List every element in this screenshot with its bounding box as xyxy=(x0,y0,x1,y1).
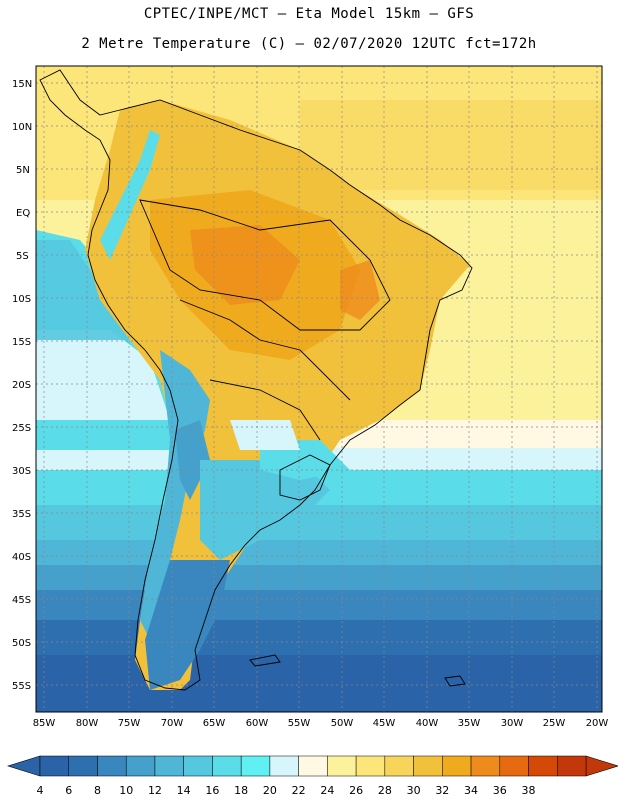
colorbar-swatch xyxy=(327,755,357,777)
lon-label: 25W xyxy=(543,718,566,729)
colorbar-swatch xyxy=(557,755,587,777)
colorbar-swatch xyxy=(68,755,98,777)
colorbar-swatch xyxy=(499,755,529,777)
lon-label: 70W xyxy=(161,718,184,729)
longitude-labels: 85W 80W 75W 70W 65W 60W 55W 50W 45W 40W … xyxy=(33,718,609,729)
colorbar-label: 32 xyxy=(435,784,449,797)
latitude-labels: 15N 10N 5N EQ 5S 10S 15S 20S 25S 30S 35S… xyxy=(12,79,32,692)
colorbar-label: 6 xyxy=(65,784,72,797)
colorbar-swatch xyxy=(298,755,328,777)
lon-label: 40W xyxy=(416,718,439,729)
lon-label: 35W xyxy=(458,718,481,729)
lon-label: 50W xyxy=(331,718,354,729)
colorbar-label: 8 xyxy=(94,784,101,797)
lat-label: 45S xyxy=(12,595,31,606)
colorbar-swatch xyxy=(384,755,414,777)
temperature-field xyxy=(36,66,602,712)
lat-label: 15S xyxy=(12,337,31,348)
colorbar-label: 16 xyxy=(205,784,219,797)
colorbar-label: 36 xyxy=(493,784,507,797)
coastlines xyxy=(39,69,473,691)
colorbar-label: 18 xyxy=(234,784,248,797)
lat-label: 10N xyxy=(12,122,32,133)
colorbar: 4 6 8 10 12 14 16 18 20 22 24 26 28 30 32 34 36 38 xyxy=(6,755,618,797)
colorbar-swatch xyxy=(470,755,501,777)
lat-label: 15N xyxy=(12,79,32,90)
map-frame xyxy=(35,65,603,713)
colorbar-swatch xyxy=(212,755,242,777)
colorbar-swatch xyxy=(442,755,472,777)
lon-label: 55W xyxy=(288,718,311,729)
colorbar-label: 30 xyxy=(407,784,421,797)
colorbar-swatch xyxy=(413,755,443,777)
lat-label: 5S xyxy=(16,251,29,262)
lat-label: 55S xyxy=(12,681,31,692)
lat-label: 50S xyxy=(12,638,31,649)
colorbar-swatch xyxy=(269,755,299,777)
lat-label: 30S xyxy=(12,466,31,477)
lon-label: 60W xyxy=(246,718,269,729)
lat-label: 25S xyxy=(12,423,31,434)
lat-label: 5N xyxy=(16,165,30,176)
colorbar-swatch xyxy=(355,755,386,777)
lon-label: 20W xyxy=(586,718,609,729)
colorbar-label: 38 xyxy=(522,784,536,797)
lat-label: EQ xyxy=(16,208,30,219)
colorbar-label: 10 xyxy=(119,784,133,797)
colorbar-swatch xyxy=(97,755,127,777)
colorbar-swatch xyxy=(39,755,69,777)
lon-label: 80W xyxy=(76,718,99,729)
colorbar-label: 28 xyxy=(378,784,392,797)
colorbar-swatch xyxy=(125,755,156,777)
colorbar-swatch xyxy=(183,755,213,777)
lon-label: 65W xyxy=(203,718,226,729)
lat-label: 20S xyxy=(12,380,31,391)
colorbar-swatch xyxy=(528,755,558,777)
colorbar-label: 12 xyxy=(148,784,162,797)
colorbar-swatch xyxy=(240,755,271,777)
colorbar-left-arrow xyxy=(6,755,41,777)
lon-label: 85W xyxy=(33,718,56,729)
colorbar-label: 26 xyxy=(349,784,363,797)
graticule xyxy=(36,66,602,712)
colorbar-swatch xyxy=(154,755,184,777)
map-title-line1: CPTEC/INPE/MCT – Eta Model 15km – GFS xyxy=(143,6,475,22)
lon-label: 75W xyxy=(118,718,141,729)
lat-label: 10S xyxy=(12,294,31,305)
lon-label: 45W xyxy=(373,718,396,729)
lon-label: 30W xyxy=(501,718,524,729)
colorbar-label: 20 xyxy=(263,784,277,797)
lat-label: 35S xyxy=(12,509,31,520)
colorbar-label: 22 xyxy=(292,784,306,797)
lat-label: 40S xyxy=(12,552,31,563)
colorbar-label: 4 xyxy=(37,784,44,797)
colorbar-label: 14 xyxy=(177,784,191,797)
colorbar-label: 24 xyxy=(320,784,334,797)
colorbar-right-arrow xyxy=(585,755,618,777)
map-title-line2: 2 Metre Temperature (C) – 02/07/2020 12U… xyxy=(81,36,537,52)
colorbar-label: 34 xyxy=(464,784,478,797)
